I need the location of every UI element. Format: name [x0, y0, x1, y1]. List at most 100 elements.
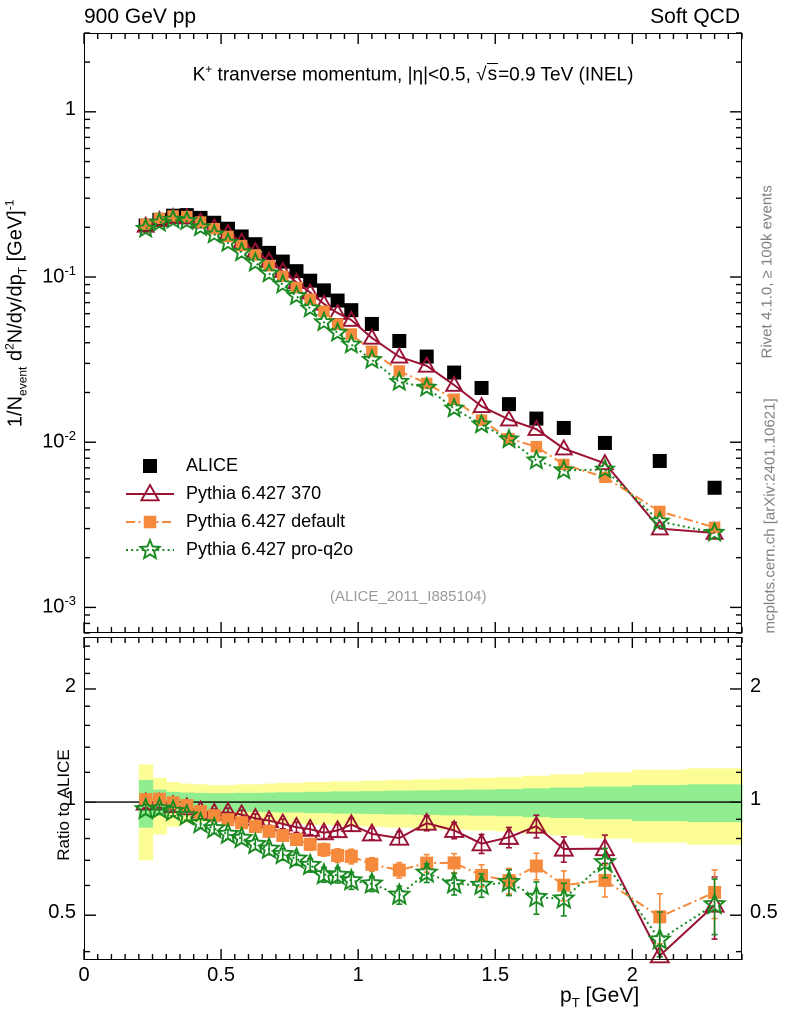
series-marker-0 [474, 380, 489, 395]
ratio-band-segment [687, 784, 743, 823]
ratio-tick-label-left: 1 [64, 788, 76, 811]
ratio-panel-series [133, 791, 727, 964]
xlabel-unit: [GeV] [579, 984, 640, 1007]
series-marker-1 [417, 355, 437, 373]
series-marker-1 [554, 438, 574, 456]
ratio-marker-0 [361, 822, 383, 842]
series-marker-0 [289, 264, 304, 279]
series-marker-2 [139, 218, 152, 231]
series-marker-1 [341, 309, 361, 327]
ratio-marker-1 [221, 813, 235, 827]
series-marker-3 [442, 396, 466, 418]
ratio-marker-2 [592, 849, 618, 873]
ratio-marker-0 [299, 817, 321, 837]
x-axis-label: pT [GeV] [560, 984, 639, 1010]
ratio-tick-label-left: 2 [64, 674, 76, 697]
header-right-label: Soft QCD [650, 5, 740, 28]
ratio-marker-2 [147, 795, 172, 820]
series-marker-3 [340, 332, 363, 355]
ratio-marker-1 [235, 816, 249, 830]
series-marker-3 [216, 231, 240, 253]
ratio-marker-2 [243, 831, 268, 855]
ratio-marker-0 [470, 832, 493, 852]
series-marker-3 [360, 348, 384, 370]
series-marker-2 [194, 216, 207, 228]
title-sqrt-symbol: √ [476, 64, 487, 86]
legend-marker-1 [139, 483, 161, 502]
series-marker-0 [597, 435, 612, 450]
ratio-tick-label-right: 2 [750, 674, 762, 697]
series-marker-1 [471, 396, 492, 414]
ratio-tick-label-right: 1 [750, 788, 762, 811]
ratio-marker-2 [270, 841, 296, 865]
legend [126, 459, 174, 561]
series-marker-3 [257, 261, 281, 284]
legend-label-1: Pythia 6.427 370 [186, 483, 322, 503]
legend-label-0: ALICE [186, 455, 239, 475]
ratio-marker-2 [647, 926, 673, 951]
series-marker-3 [525, 448, 548, 470]
series-marker-3 [285, 284, 308, 306]
series-marker-2 [222, 230, 234, 243]
series-marker-3 [189, 215, 212, 237]
series-marker-1 [362, 327, 382, 345]
series-marker-3 [299, 296, 322, 318]
legend-marker-3 [138, 537, 162, 561]
series-marker-3 [648, 509, 671, 532]
ratio-marker-2 [386, 882, 412, 906]
series-marker-0 [501, 397, 516, 412]
ratio-marker-1 [331, 848, 345, 862]
ratio-marker-2 [496, 869, 522, 893]
legend-marker-0 [143, 459, 157, 473]
ratio-marker-2 [469, 872, 494, 896]
series-marker-3 [175, 209, 198, 231]
ratio-marker-2 [229, 825, 254, 849]
series-marker-2 [153, 212, 166, 225]
series-marker-3 [148, 211, 171, 233]
x-tick-label: 2 [626, 964, 638, 986]
ratio-band-segment [550, 787, 585, 819]
ratio-marker-2 [414, 859, 440, 884]
ratio-marker-0 [553, 837, 575, 857]
series-marker-1 [595, 453, 615, 471]
series-marker-2 [558, 458, 570, 471]
ratio-marker-1 [447, 856, 461, 870]
plot-title: K+ tranverse momentum, |η|<0.5, √s=0.9 T… [84, 62, 742, 86]
series-marker-3 [497, 427, 521, 449]
ratio-tick-label-left: 0.5 [48, 901, 76, 924]
ratio-marker-1 [392, 863, 406, 877]
main-panel-series [134, 207, 726, 543]
legend-label-2: Pythia 6.427 default [186, 511, 346, 531]
ratio-marker-0 [416, 811, 438, 831]
title-particle: K [192, 64, 206, 86]
ratio-marker-0 [649, 944, 671, 964]
series-marker-2 [599, 471, 611, 484]
header-left-label: 900 GeV pp [84, 5, 197, 28]
main-panel-frame [84, 33, 742, 633]
series-marker-0 [303, 273, 318, 288]
ratio-marker-2 [160, 798, 186, 822]
ratio-marker-2 [201, 815, 227, 840]
ratio-marker-0 [327, 819, 349, 839]
y-tick-label: 10-1 [42, 263, 76, 288]
ratio-marker-2 [284, 845, 309, 870]
legend-label-3: Pythia 6.427 pro-q2o [186, 539, 354, 559]
title-eta: η [412, 64, 424, 86]
series-marker-2 [208, 222, 220, 235]
ratio-marker-2 [215, 821, 241, 845]
series-marker-2 [503, 432, 515, 445]
ratio-panel-frame [84, 637, 742, 960]
title-text-b: |<0.5, [423, 64, 477, 86]
xlabel-pt: p [560, 984, 572, 1007]
series-marker-1 [444, 374, 464, 392]
y-tick-label: 10-3 [42, 593, 76, 619]
series-marker-3 [470, 412, 493, 435]
series-marker-3 [593, 457, 617, 479]
ratio-marker-0 [313, 821, 335, 841]
ratio-marker-2 [524, 884, 549, 908]
ratio-marker-2 [702, 891, 727, 915]
ratio-marker-1 [529, 859, 543, 873]
ratio-marker-0 [498, 826, 520, 845]
series-marker-0 [707, 480, 722, 495]
